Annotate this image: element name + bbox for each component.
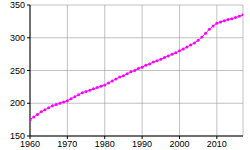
svg-text:250: 250 bbox=[10, 66, 25, 76]
svg-text:300: 300 bbox=[10, 33, 25, 43]
svg-text:2000: 2000 bbox=[169, 139, 189, 149]
svg-text:350: 350 bbox=[10, 0, 25, 10]
svg-text:2010: 2010 bbox=[207, 139, 227, 149]
svg-text:1970: 1970 bbox=[57, 139, 77, 149]
svg-text:1980: 1980 bbox=[95, 139, 115, 149]
svg-text:1990: 1990 bbox=[132, 139, 152, 149]
svg-text:150: 150 bbox=[10, 131, 25, 141]
svg-text:1960: 1960 bbox=[20, 139, 40, 150]
svg-text:200: 200 bbox=[10, 98, 25, 108]
